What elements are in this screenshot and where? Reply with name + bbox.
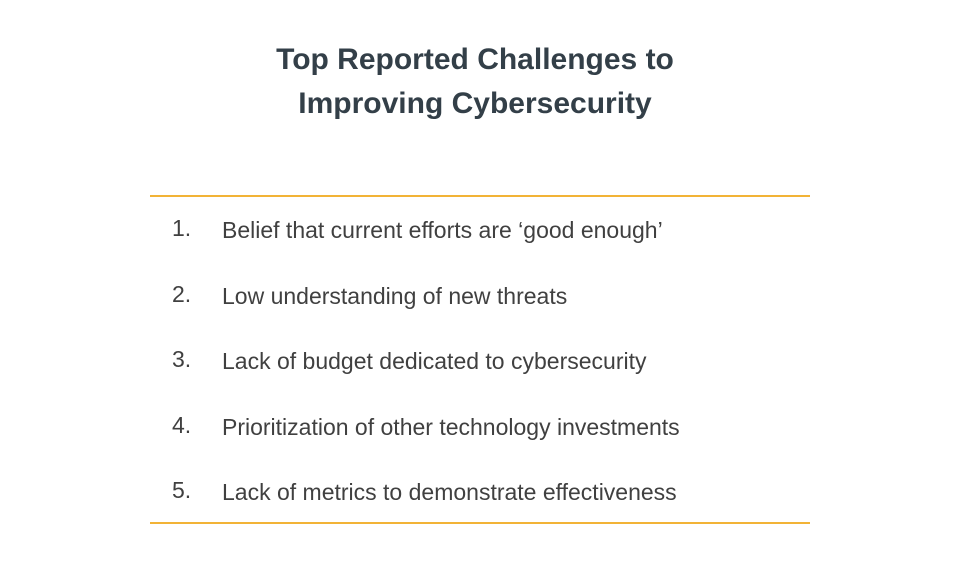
list-item-text: Lack of metrics to demonstrate effective… — [222, 479, 677, 505]
list-item-text: Prioritization of other technology inves… — [222, 413, 680, 440]
list-item-number: 2. — [172, 280, 192, 307]
list-item-number: 1. — [172, 215, 192, 241]
list-item-text: Belief that current efforts are ‘good en… — [222, 217, 663, 243]
bottom-divider — [150, 522, 810, 524]
list-item: 5. Lack of metrics to demonstrate effect… — [150, 467, 810, 533]
challenges-list: 1. Belief that current efforts are ‘good… — [150, 205, 810, 533]
slide-title-line-1: Top Reported Challenges to — [276, 43, 674, 76]
list-item-text: Low understanding of new threats — [222, 282, 568, 309]
list-item: 3. Lack of budget dedicated to cybersecu… — [150, 336, 810, 402]
list-item-number: 4. — [172, 411, 192, 438]
slide-title: Top Reported Challenges to Improving Cyb… — [150, 38, 800, 126]
slide-title-line-2: Improving Cybersecurity — [298, 87, 652, 120]
list-item-number: 3. — [172, 346, 192, 372]
list-item: 1. Belief that current efforts are ‘good… — [150, 205, 810, 271]
list-item-number: 5. — [172, 477, 192, 503]
top-divider — [150, 195, 810, 197]
list-item: 2. Low understanding of new threats — [150, 271, 810, 337]
list-item-text: Lack of budget dedicated to cybersecurit… — [222, 348, 647, 374]
list-item: 4. Prioritization of other technology in… — [150, 402, 810, 468]
